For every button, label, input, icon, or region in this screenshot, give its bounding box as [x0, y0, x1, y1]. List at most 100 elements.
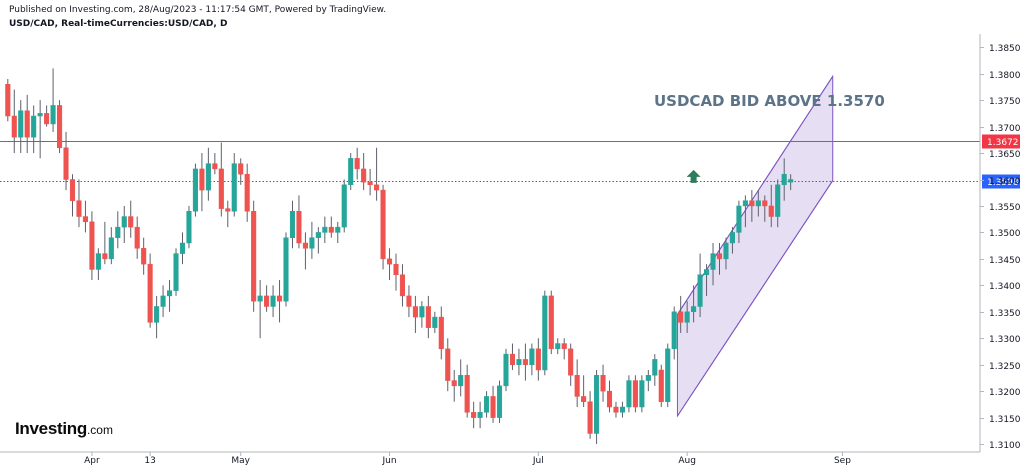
candle-body [775, 184, 781, 217]
candle-body [173, 253, 179, 291]
candle-body [154, 306, 160, 323]
candle-body [652, 359, 658, 376]
y-tick-label: 1.3100 [989, 441, 1021, 451]
candle-body [399, 274, 406, 297]
candle-body [374, 184, 380, 191]
candle-body [147, 263, 153, 323]
candle-body [121, 216, 127, 228]
candle-body [555, 343, 561, 350]
candle-body [218, 168, 224, 209]
candle-body [619, 406, 626, 413]
candle-body [11, 115, 17, 138]
candle-body [419, 306, 425, 318]
candle-body [289, 211, 296, 238]
channel-fill [676, 74, 834, 418]
y-tick-label: 1.3150 [989, 415, 1021, 425]
candle-body [231, 163, 237, 212]
candle-body [691, 306, 697, 313]
candle-body [82, 216, 88, 223]
candle-body [348, 158, 354, 186]
candle-body [302, 242, 308, 249]
candle-body [729, 232, 735, 244]
candle-body [581, 396, 587, 402]
candle-body [503, 353, 509, 387]
x-tick-label: 13 [144, 456, 155, 466]
candle-body [484, 396, 490, 413]
candle-body [639, 380, 645, 408]
candle-body [380, 189, 386, 260]
candle-body [102, 253, 108, 260]
candle-body [393, 263, 399, 275]
candle-body [710, 253, 716, 270]
candle-body [50, 105, 56, 125]
candle-body [141, 248, 147, 265]
y-tick-label: 1.3700 [989, 124, 1021, 134]
candle-body [587, 401, 593, 434]
candle-body [781, 173, 787, 186]
candle-body [716, 253, 723, 260]
horizontal-levels: 1.3672 1.3598 [0, 134, 1020, 189]
candle-body [561, 343, 567, 350]
candle-body [108, 237, 114, 260]
candle-body [328, 226, 334, 233]
candle-body [471, 412, 477, 418]
published-note: Published on Investing.com, 28/Aug/2023 … [9, 5, 387, 15]
candle-body [128, 216, 134, 228]
candle-body [37, 113, 43, 117]
candle-body [684, 311, 690, 323]
candle-body [658, 369, 664, 402]
y-tick-label: 1.3500 [989, 229, 1021, 239]
candle-body [276, 295, 283, 302]
level-label: 1.3672 [987, 138, 1019, 148]
candle-body [115, 226, 121, 238]
candle-body [296, 211, 302, 244]
candle-body [568, 348, 574, 376]
candle-body [438, 316, 444, 350]
symbol-title: USD/CAD, Real-timeCurrencies:USD/CAD, D [9, 19, 228, 29]
candle-body [755, 200, 761, 207]
y-tick-label: 1.3800 [989, 71, 1021, 81]
candle-body [542, 295, 548, 371]
x-tick-label: Sep [834, 456, 851, 466]
candle-body [736, 205, 742, 233]
candle-body [509, 353, 516, 365]
candle-body [225, 208, 231, 212]
up-arrow-marker [686, 169, 701, 183]
candle-body [451, 380, 457, 387]
candle-body [192, 168, 198, 212]
candle-body [24, 110, 30, 138]
y-tick-label: 1.3550 [989, 203, 1021, 213]
candle-body [600, 375, 606, 392]
y-tick-label: 1.3250 [989, 362, 1021, 372]
candle-body [529, 348, 535, 365]
candle-body [270, 295, 276, 307]
candle-body [257, 295, 263, 302]
candle-body [522, 359, 528, 365]
candle-body [31, 115, 37, 138]
investing-logo: Investing.com [15, 419, 113, 439]
candle-body [613, 406, 619, 413]
candle-body [95, 253, 101, 270]
candle-body [341, 184, 347, 228]
candle-body [179, 242, 186, 254]
logo-tld: .com [86, 423, 113, 437]
candle-body [749, 200, 755, 207]
candle-body [160, 295, 166, 307]
candle-body [167, 290, 173, 297]
candle-body [762, 200, 768, 207]
y-tick-label: 1.3350 [989, 309, 1021, 319]
candle-body [322, 226, 328, 233]
candle-body [63, 147, 69, 180]
channel-lower-line [677, 180, 834, 417]
chart-annotation: USDCAD BID ABOVE 1.3570 [654, 92, 885, 110]
y-tick-label: 1.3650 [989, 150, 1021, 160]
candle-body [186, 211, 192, 244]
x-tick-label: Jun [381, 456, 396, 466]
candle-body [704, 269, 710, 275]
y-tick-label: 1.3450 [989, 256, 1021, 266]
candle-body [425, 306, 431, 328]
candle-body [445, 348, 451, 381]
candle-body [199, 168, 205, 191]
candle-body [212, 163, 218, 170]
candle-body [361, 168, 367, 183]
